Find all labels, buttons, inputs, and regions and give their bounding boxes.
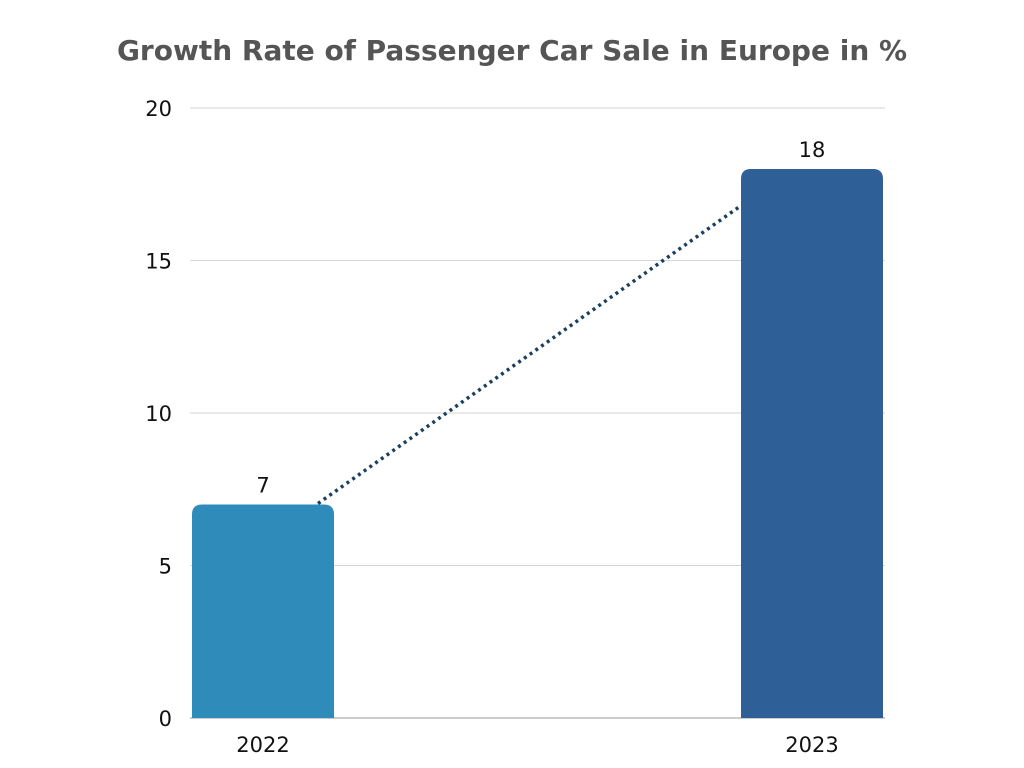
- data-label: 18: [799, 138, 826, 162]
- bar-2022: [192, 504, 334, 718]
- data-label: 7: [256, 474, 269, 498]
- dotted-trend-connector: [316, 204, 743, 505]
- y-tick-label: 15: [145, 250, 172, 274]
- y-tick-label: 20: [145, 97, 172, 121]
- x-tick-label: 2022: [236, 733, 289, 757]
- x-tick-label: 2023: [785, 733, 838, 757]
- bar-2023: [741, 169, 883, 718]
- chart-title: Growth Rate of Passenger Car Sale in Eur…: [116, 34, 908, 67]
- y-tick-label: 10: [145, 402, 172, 426]
- y-tick-label: 0: [159, 707, 172, 731]
- y-tick-label: 5: [159, 555, 172, 579]
